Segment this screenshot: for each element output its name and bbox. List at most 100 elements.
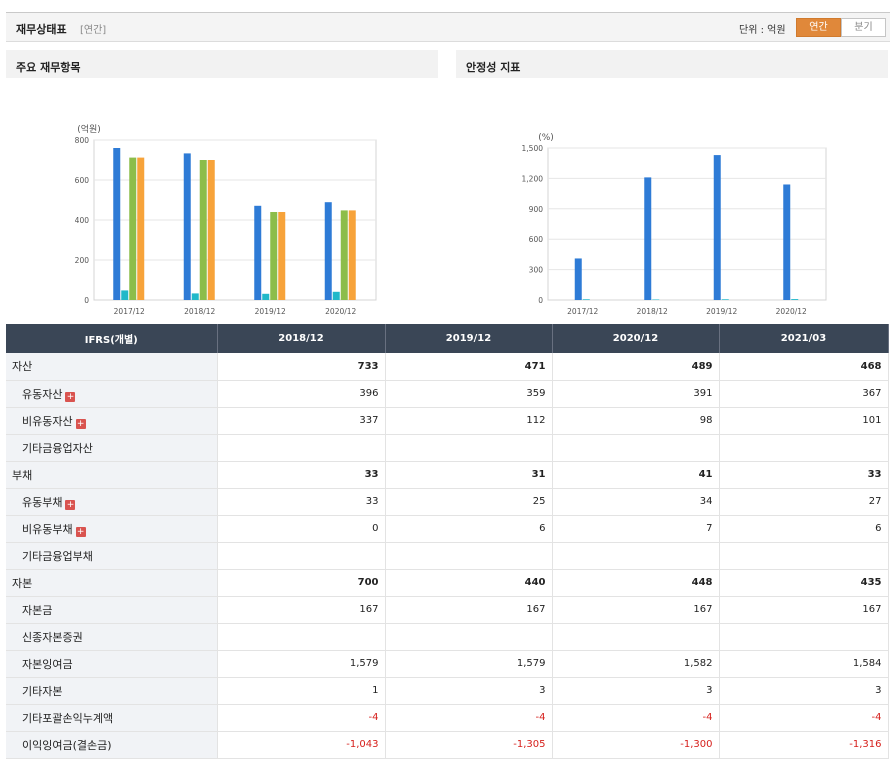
table-cell: -1,305: [385, 731, 553, 759]
row-label: 자산: [6, 353, 218, 381]
bar: [348, 210, 356, 300]
row-label-text: 비유동부채: [22, 522, 73, 536]
table-cell: 3: [385, 677, 553, 705]
y-tick-label: 200: [75, 256, 90, 265]
table-cell: 359: [385, 380, 553, 408]
row-label-text: 자본잉여금: [22, 657, 73, 671]
bar: [129, 157, 137, 300]
row-label-text: 자본: [12, 576, 33, 590]
table-cell: 98: [552, 407, 720, 435]
bar: [262, 293, 270, 300]
table-cell: 167: [385, 596, 553, 624]
y-tick-label: 400: [75, 216, 90, 225]
x-tick-label: 2018/12: [184, 307, 215, 316]
bar: [721, 299, 729, 300]
table-cell: -1,316: [719, 731, 889, 759]
y-axis-label: (%): [538, 133, 554, 143]
x-tick-label: 2019/12: [706, 307, 737, 316]
main-items-panel: 주요 재무항목 (억원) 0 200 400 600 800 2017/12 2018/12 2…: [6, 50, 438, 336]
table-cell: 112: [385, 407, 553, 435]
table-cell: 167: [719, 596, 889, 624]
table-cell: 448: [552, 569, 720, 597]
column-header: IFRS(개별): [6, 324, 218, 353]
bar: [113, 148, 121, 300]
table-row: 기타자본 1 3 3 3: [6, 677, 889, 705]
y-tick-label: 600: [75, 176, 90, 185]
table-cell: 489: [552, 353, 720, 381]
table-cell: 41: [552, 461, 720, 489]
row-label: 기타금융업자산: [6, 434, 218, 462]
table-cell: [385, 434, 553, 462]
table-cell: 440: [385, 569, 553, 597]
row-label-text: 유동자산: [22, 387, 63, 401]
table-cell: 6: [385, 515, 553, 543]
table-cell: 733: [217, 353, 386, 381]
plot-area: [547, 147, 827, 301]
row-label: 유동부채 +: [6, 488, 218, 516]
y-tick-label: 0: [84, 296, 89, 305]
table-row: 유동자산 +396 359 391 367: [6, 380, 889, 408]
y-tick-label: 1,500: [522, 144, 544, 153]
expand-icon[interactable]: +: [75, 526, 86, 537]
row-label: 부채: [6, 461, 218, 489]
balance-sheet-table: IFRS(개별) 2018/12 2019/12 2020/12 2021/03…: [6, 324, 889, 759]
table-cell: [719, 623, 889, 651]
expand-icon[interactable]: +: [75, 418, 86, 429]
tab-quarterly[interactable]: 분기: [841, 18, 886, 37]
column-header: 2020/12: [552, 324, 720, 353]
bar: [582, 299, 590, 300]
table-cell: 33: [217, 488, 386, 516]
expand-icon[interactable]: +: [65, 391, 76, 402]
table-cell: [217, 542, 386, 570]
chart-title: 안정성 지표: [456, 50, 888, 78]
statement-title: 재무상태표: [16, 23, 67, 36]
bar: [791, 299, 799, 300]
table-cell: 391: [552, 380, 720, 408]
bar: [121, 290, 129, 300]
row-label-text: 신종자본증권: [22, 630, 83, 644]
table-row: 신종자본증권: [6, 623, 889, 651]
table-row: 기타금융업부채: [6, 542, 889, 570]
table-cell: 31: [385, 461, 553, 489]
table-cell: -4: [719, 704, 889, 732]
table-cell: [552, 542, 720, 570]
row-label: 자본금: [6, 596, 218, 624]
table-cell: [217, 623, 386, 651]
table-cell: [552, 623, 720, 651]
row-label-text: 기타포괄손익누계액: [22, 711, 114, 725]
row-label-text: 이익잉여금(결손금): [22, 738, 112, 752]
table-row: 비유동자산 +337 112 98 101: [6, 407, 889, 435]
row-label: 기타포괄손익누계액: [6, 704, 218, 732]
bar: [324, 202, 332, 300]
table-row: 이익잉여금(결손금) -1,043 -1,305 -1,300 -1,316: [6, 731, 889, 759]
chart-title: 주요 재무항목: [6, 50, 438, 78]
table-cell: 6: [719, 515, 889, 543]
bar: [183, 153, 191, 300]
y-tick-label: 900: [529, 205, 544, 214]
table-cell: 33: [217, 461, 386, 489]
table-cell: 167: [552, 596, 720, 624]
expand-icon[interactable]: +: [65, 499, 76, 510]
table-cell: -1,043: [217, 731, 386, 759]
row-label: 비유동자산 +: [6, 407, 218, 435]
x-tick-label: 2017/12: [114, 307, 145, 316]
table-cell: 367: [719, 380, 889, 408]
table-cell: -4: [217, 704, 386, 732]
y-tick-label: 300: [529, 266, 544, 275]
y-tick-label: 0: [538, 296, 543, 305]
row-label-text: 유동부채: [22, 495, 63, 509]
table-cell: 101: [719, 407, 889, 435]
table-row: 비유동부채 +0 6 7 6: [6, 515, 889, 543]
table-cell: 1,579: [217, 650, 386, 678]
bar: [713, 155, 721, 300]
table-cell: 0: [217, 515, 386, 543]
row-label-text: 기타자본: [22, 684, 63, 698]
bar: [574, 258, 582, 300]
table-cell: -1,300: [552, 731, 720, 759]
bar: [191, 293, 199, 300]
tab-annual[interactable]: 연간: [796, 18, 841, 37]
table-cell: 1: [217, 677, 386, 705]
table-cell: 33: [719, 461, 889, 489]
table-cell: 471: [385, 353, 553, 381]
table-row: 자산 733 471 489 468: [6, 353, 889, 381]
